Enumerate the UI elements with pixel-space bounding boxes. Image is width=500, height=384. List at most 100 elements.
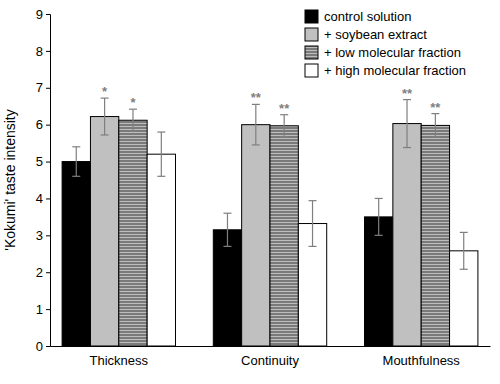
error-bar xyxy=(157,132,165,176)
tick-mark xyxy=(46,309,50,310)
tick: 8 xyxy=(36,44,50,59)
tick-label: 6 xyxy=(36,117,43,132)
bar xyxy=(90,117,118,346)
tick-label: 7 xyxy=(36,80,43,95)
error-bar xyxy=(72,147,80,177)
tick: 0 xyxy=(36,339,50,354)
legend-item: + high molecular fraction xyxy=(305,63,466,78)
error-bar-cap xyxy=(403,147,411,148)
bar xyxy=(242,125,270,346)
legend-label: + soybean extract xyxy=(324,27,427,42)
legend-label: + high molecular fraction xyxy=(324,63,466,78)
error-bar xyxy=(252,104,260,145)
error-bar-cap xyxy=(252,144,260,145)
error-bar-cap xyxy=(157,176,165,177)
significance-mark: ** xyxy=(251,90,262,105)
legend-label: control solution xyxy=(324,9,411,24)
tick: Thickness xyxy=(90,346,149,368)
tick-mark xyxy=(46,88,50,89)
bar xyxy=(365,217,393,346)
error-bar-cap xyxy=(223,246,231,247)
tick-label: 9 xyxy=(36,7,43,22)
error-bar-stem xyxy=(284,115,285,137)
error-bar xyxy=(309,201,317,247)
error-bar-stem xyxy=(378,198,379,235)
tick: 2 xyxy=(36,265,50,280)
bar xyxy=(119,120,147,346)
tick-label: 0 xyxy=(36,339,43,354)
bar xyxy=(270,126,298,346)
plot-area xyxy=(62,98,478,346)
significance-mark: ** xyxy=(430,100,441,115)
error-bar-stem xyxy=(255,104,256,145)
tick: 3 xyxy=(36,228,50,243)
error-bar-cap xyxy=(280,136,288,137)
tick-label: Thickness xyxy=(90,353,149,368)
tick: 6 xyxy=(36,117,50,132)
error-bar-cap xyxy=(375,198,383,199)
axis-line xyxy=(51,346,491,347)
bar xyxy=(393,124,421,346)
tick-mark xyxy=(46,51,50,52)
legend-label: + low molecular fraction xyxy=(324,45,461,60)
significance-mark: ** xyxy=(279,101,290,116)
error-bar-cap xyxy=(101,134,109,135)
error-bar-cap xyxy=(72,176,80,177)
error-bar xyxy=(431,114,439,138)
tick-label: 4 xyxy=(36,191,43,206)
error-bar-stem xyxy=(406,100,407,148)
bar xyxy=(421,125,449,346)
tick-mark xyxy=(46,198,50,199)
bar xyxy=(62,162,90,346)
legend-swatch xyxy=(305,64,318,77)
tick-label: Mouthfulness xyxy=(383,353,461,368)
axis-line xyxy=(46,15,51,347)
error-bar-stem xyxy=(76,147,77,177)
tick-mark xyxy=(46,235,50,236)
tick-label: 2 xyxy=(36,265,43,280)
error-bar-stem xyxy=(132,109,133,131)
error-bar xyxy=(375,198,383,235)
error-bar-cap xyxy=(309,246,317,247)
tick-label: 8 xyxy=(36,44,43,59)
tick-mark xyxy=(46,346,50,347)
legend-swatch xyxy=(305,28,318,41)
x-axis: ThicknessContinuityMouthfulness xyxy=(51,346,491,368)
error-bar-stem xyxy=(227,213,228,246)
error-bar xyxy=(460,232,468,269)
error-bar-cap xyxy=(431,137,439,138)
tick-mark xyxy=(46,14,50,15)
tick-label: 1 xyxy=(36,302,43,317)
tick: 4 xyxy=(36,191,50,206)
error-bar-stem xyxy=(161,132,162,176)
error-bar-cap xyxy=(309,200,317,201)
y-axis: 0 1 2 3 4 5 6 7 8 9 xyxy=(36,7,51,354)
error-bar xyxy=(223,213,231,246)
tick-mark xyxy=(46,272,50,273)
legend: control solution + soybean extract + low m… xyxy=(305,9,466,78)
tick: Mouthfulness xyxy=(383,346,461,368)
tick: 5 xyxy=(36,154,50,169)
error-bar xyxy=(101,98,109,135)
error-bar-cap xyxy=(223,213,231,214)
tick-label: 3 xyxy=(36,228,43,243)
legend-swatch xyxy=(305,10,318,23)
legend-item: + low molecular fraction xyxy=(305,45,461,60)
tick-label: 5 xyxy=(36,154,43,169)
error-bar-stem xyxy=(463,232,464,269)
tick-mark xyxy=(46,125,50,126)
annotations: ********** xyxy=(102,84,441,116)
error-bar-stem xyxy=(312,201,313,247)
bar xyxy=(147,154,175,346)
error-bar-cap xyxy=(129,131,137,132)
significance-mark: ** xyxy=(402,86,413,101)
error-bar-cap xyxy=(460,269,468,270)
error-bar-cap xyxy=(72,146,80,147)
chart: **********0123456789ThicknessContinuityM… xyxy=(0,0,500,384)
error-bar xyxy=(403,100,411,148)
legend-item: + soybean extract xyxy=(305,27,427,42)
error-bar xyxy=(129,109,137,131)
legend-item: control solution xyxy=(305,9,411,24)
legend-swatch xyxy=(305,46,318,59)
tick: 9 xyxy=(36,7,50,22)
